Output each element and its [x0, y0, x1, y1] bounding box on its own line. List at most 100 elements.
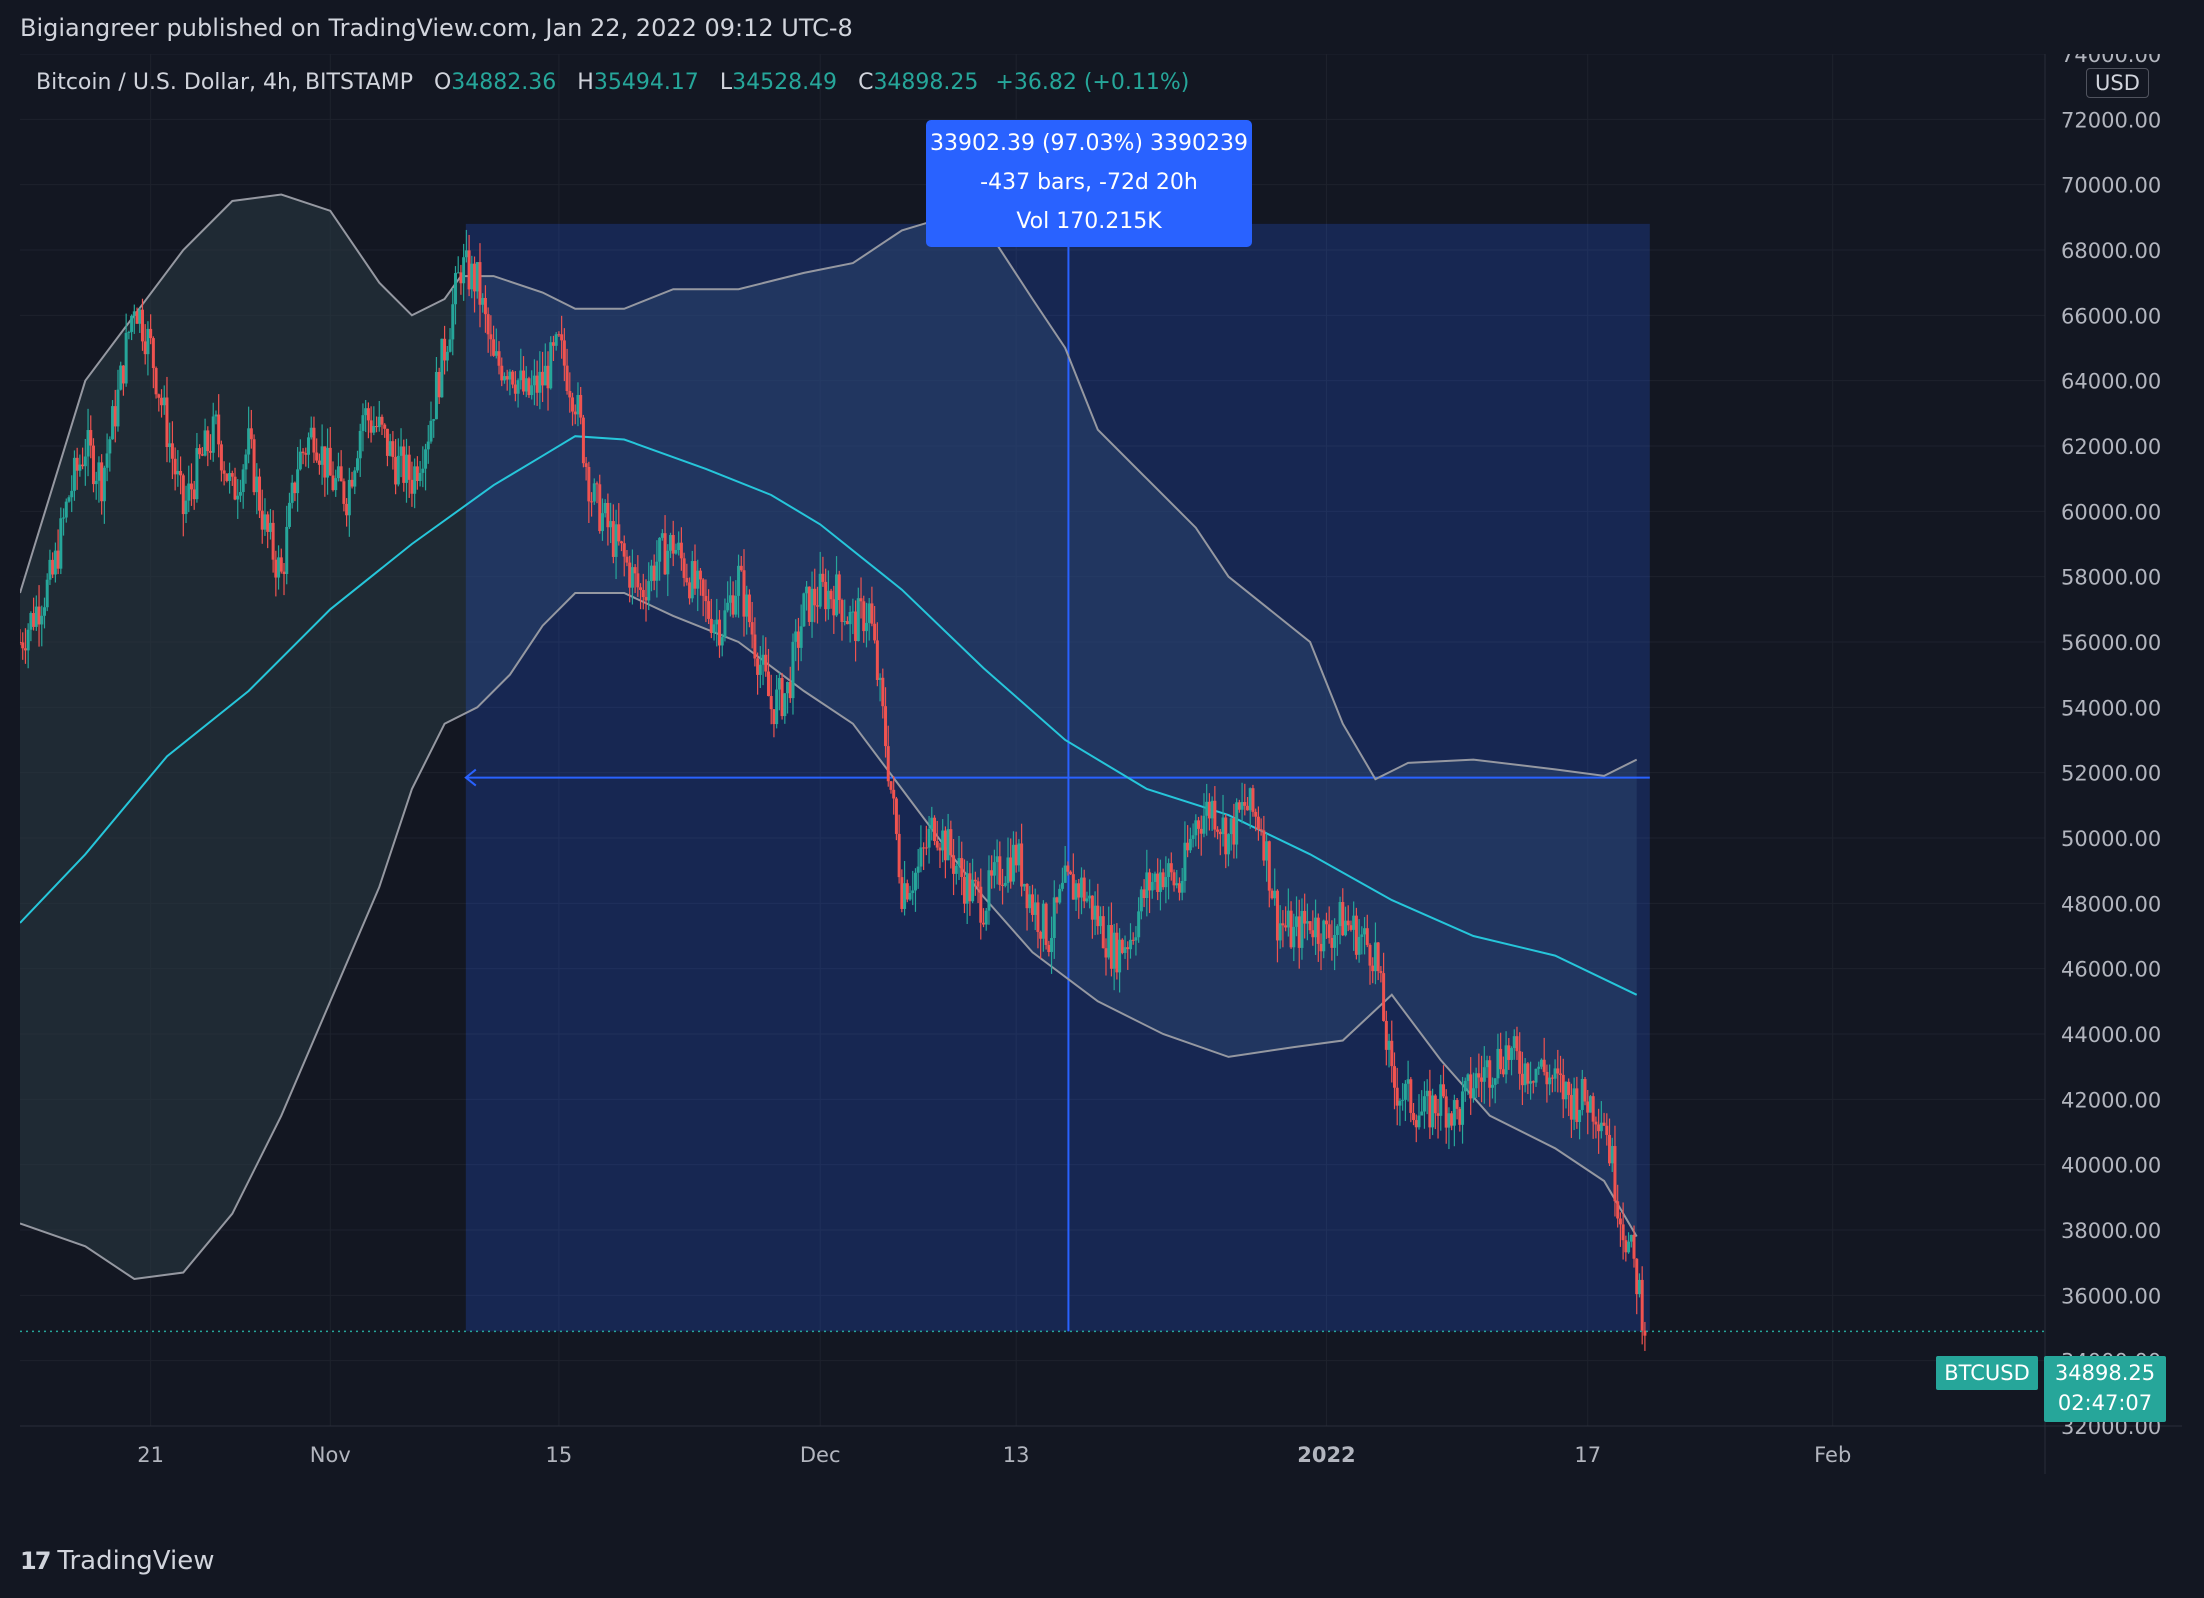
candle-body	[195, 448, 199, 500]
candle-body	[1150, 881, 1154, 891]
basis-line	[20, 435, 1638, 996]
candle-body	[960, 858, 964, 878]
candle-body	[1161, 872, 1165, 888]
candle-body	[848, 612, 852, 625]
candle-body	[192, 489, 196, 500]
candle-body	[1191, 835, 1195, 839]
candle-body	[1055, 897, 1059, 903]
candle-body	[252, 439, 256, 493]
candle-body	[108, 439, 112, 454]
candle-body	[1414, 1120, 1418, 1128]
candle-body	[407, 454, 411, 480]
candle-body	[982, 922, 986, 925]
candle-body	[1420, 1111, 1424, 1116]
candle-body	[1300, 910, 1304, 948]
candle-body	[1621, 1224, 1625, 1241]
y-tick-label: 36000.00	[2061, 1284, 2161, 1308]
candle-body	[271, 522, 275, 560]
candle-body	[138, 309, 142, 324]
candle-body	[56, 550, 60, 569]
candle-body	[200, 454, 204, 456]
candle-body	[1099, 916, 1103, 927]
candle-body	[497, 351, 501, 366]
candle-body	[952, 855, 956, 874]
candle-body	[1218, 831, 1222, 835]
candle-body	[1371, 965, 1375, 972]
candle-body	[1180, 880, 1184, 893]
candle-body	[1485, 1060, 1489, 1068]
candle-body	[633, 567, 637, 574]
candle-body	[726, 602, 730, 611]
candle-body	[89, 430, 93, 446]
candle-body	[1518, 1051, 1522, 1074]
currency-badge[interactable]: USD	[2086, 68, 2149, 98]
candle-body	[228, 473, 232, 481]
candle-body	[1425, 1090, 1429, 1097]
candle-body	[502, 376, 506, 381]
candle-body	[663, 533, 667, 575]
candle-body	[835, 574, 839, 616]
legend-symbol[interactable]: Bitcoin / U.S. Dollar, 4h, BITSTAMP	[36, 70, 413, 95]
candle-body	[1643, 1330, 1647, 1336]
candle-body	[236, 495, 240, 500]
candle-body	[837, 574, 841, 601]
tradingview-brand[interactable]: 17 TradingView	[20, 1546, 215, 1576]
candle-body	[519, 370, 523, 381]
candle-body	[279, 557, 283, 572]
candle-body	[671, 535, 675, 554]
candle-body	[1237, 802, 1241, 810]
candle-body	[1107, 924, 1111, 958]
candle-body	[1512, 1036, 1516, 1049]
candle-body	[535, 375, 539, 393]
candle-body	[342, 481, 346, 504]
x-tick-label: Nov	[310, 1443, 351, 1467]
candle-body	[829, 590, 833, 600]
candle-body	[1175, 883, 1179, 886]
candle-body	[1148, 872, 1152, 891]
candle-body	[1618, 1218, 1622, 1225]
candle-body	[421, 468, 425, 473]
candle-body	[78, 464, 82, 471]
candle-body	[894, 798, 898, 834]
candle-body	[1289, 910, 1293, 948]
candle-body	[628, 562, 632, 588]
x-tick-label: Feb	[1814, 1443, 1851, 1467]
candle-body	[1466, 1074, 1470, 1081]
candle-body	[464, 250, 468, 258]
candle-body	[1548, 1077, 1552, 1085]
candle-body	[1210, 800, 1214, 819]
candle-body	[856, 598, 860, 642]
candle-body	[532, 375, 536, 386]
candle-body	[1275, 890, 1279, 941]
candle-body	[875, 640, 879, 681]
candle-body	[973, 879, 977, 882]
candle-body	[1640, 1279, 1644, 1331]
candle-body	[369, 420, 373, 433]
candle-body	[366, 408, 370, 421]
candle-body	[508, 371, 512, 380]
y-tick-label: 54000.00	[2061, 696, 2161, 720]
candle-body	[1599, 1122, 1603, 1132]
candle-body	[132, 311, 136, 316]
candle-body	[1352, 915, 1356, 930]
candle-body	[1156, 873, 1160, 892]
price-chart[interactable]: 32000.0034000.0036000.0038000.0040000.00…	[20, 54, 2182, 1474]
candle-body	[81, 464, 85, 467]
candle-body	[238, 492, 242, 496]
candle-body	[426, 441, 430, 450]
candle-body	[826, 590, 830, 610]
candle-body	[560, 334, 564, 341]
candle-body	[1041, 903, 1045, 939]
candle-body	[475, 262, 479, 292]
candle-body	[1213, 800, 1217, 830]
candle-body	[1338, 902, 1342, 927]
candle-body	[715, 619, 719, 625]
candle-body	[1303, 910, 1307, 924]
candle-body	[1335, 926, 1339, 936]
candle-body	[1281, 923, 1285, 926]
candle-body	[1286, 910, 1290, 928]
candle-body	[268, 522, 272, 532]
candle-body	[1480, 1077, 1484, 1082]
candle-body	[91, 445, 95, 485]
chart-frame[interactable]: 32000.0034000.0036000.0038000.0040000.00…	[20, 54, 2182, 1474]
